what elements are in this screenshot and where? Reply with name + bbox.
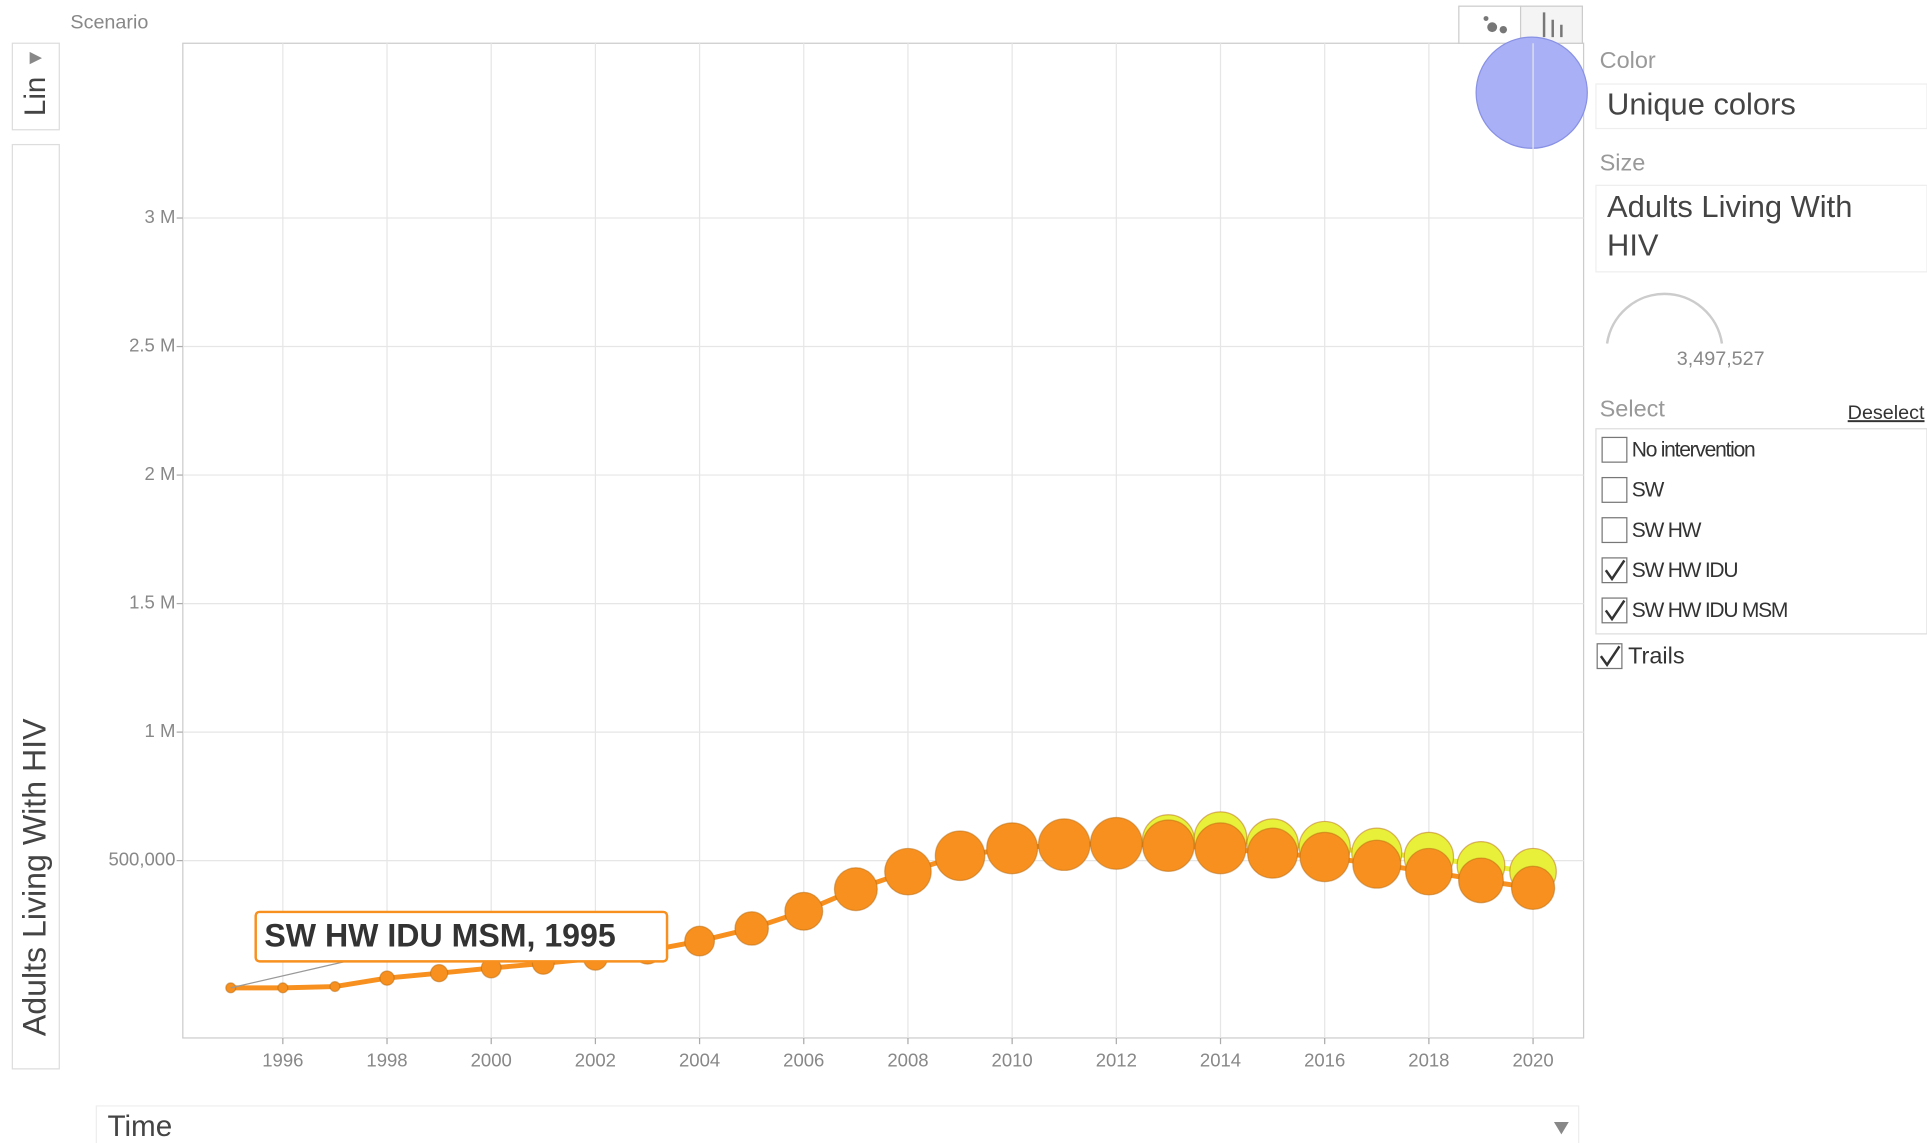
bubble <box>429 964 449 983</box>
bubble <box>277 982 289 994</box>
check-mark <box>1604 559 1626 582</box>
color-value: Unique colors <box>1607 86 1796 121</box>
size-select[interactable] <box>1595 184 1927 273</box>
bubble <box>1458 857 1504 904</box>
select-item[interactable]: SW <box>1632 479 1666 502</box>
annotation: SW HW IDU MSM, 1995 <box>264 917 615 953</box>
x-tick-label: 2004 <box>679 1049 720 1070</box>
size-hover-bubble <box>1475 36 1588 149</box>
x-tick-label: 2014 <box>1200 1049 1241 1070</box>
trails-label[interactable]: Trails <box>1628 643 1684 669</box>
checkbox[interactable] <box>1601 436 1628 463</box>
y-tick-label: 3 M <box>145 206 176 227</box>
select-item[interactable]: SW HW IDU MSM <box>1632 599 1789 622</box>
bubble <box>934 830 986 882</box>
x-axis-label: Time <box>107 1110 172 1143</box>
x-tick-label: 2016 <box>1304 1049 1345 1070</box>
y-tick-label: 2.5 M <box>129 334 175 355</box>
select-item[interactable]: SW HW IDU <box>1632 559 1739 582</box>
bubble <box>1037 818 1091 872</box>
bubble <box>1352 839 1402 889</box>
x-tick-label: 2008 <box>887 1049 928 1070</box>
bubble <box>379 970 395 986</box>
x-tick-label: 2002 <box>575 1049 616 1070</box>
x-tick-label: 1998 <box>366 1049 407 1070</box>
size-value: Adults Living With <box>1607 189 1852 224</box>
controls: Color Unique colors Size Adults Living W… <box>1595 47 1927 635</box>
select-item[interactable]: No intervention <box>1632 439 1756 462</box>
bubble <box>1247 827 1299 879</box>
select-list <box>1595 428 1927 635</box>
plot-area <box>182 42 1585 1039</box>
x-tick-label: 2012 <box>1096 1049 1137 1070</box>
x-tick-label: 2006 <box>783 1049 824 1070</box>
checkbox[interactable] <box>1601 517 1628 544</box>
bubble <box>329 981 341 993</box>
scenario-label: Scenario <box>70 12 148 34</box>
bubble <box>1089 816 1143 870</box>
bubble <box>833 867 878 912</box>
x-tick-label: 2010 <box>992 1049 1033 1070</box>
bubble <box>1194 822 1247 875</box>
size-value: HIV <box>1607 227 1659 262</box>
bubble <box>684 925 716 957</box>
bubble <box>986 822 1039 875</box>
y-axis-label: Adults Living With HIV <box>17 718 53 1036</box>
x-tick-label: 2000 <box>471 1049 512 1070</box>
bubble <box>1405 847 1453 896</box>
annotation-leader <box>230 960 347 989</box>
size-label: Size <box>1600 150 1646 176</box>
size-max: 3,497,527 <box>1677 348 1765 370</box>
x-tick-label: 2020 <box>1512 1049 1553 1070</box>
color-select[interactable] <box>1595 83 1927 130</box>
deselect-link[interactable]: Deselect <box>1848 402 1925 424</box>
annotation-box <box>254 910 669 963</box>
bubble <box>784 891 824 931</box>
color-label: Color <box>1600 47 1656 73</box>
checkbox[interactable] <box>1601 476 1628 503</box>
y-tick-label: 1 M <box>145 720 176 741</box>
bubble <box>734 911 769 946</box>
bubble <box>1142 819 1195 872</box>
select-item[interactable]: SW HW <box>1632 519 1703 542</box>
bubble <box>884 847 932 896</box>
bubble <box>1510 865 1556 911</box>
select-label: Select <box>1600 395 1666 421</box>
y-axis-selector[interactable] <box>11 143 60 1070</box>
scale-toggle-label: Lin <box>19 77 52 117</box>
y-tick-label: 500,000 <box>108 849 175 870</box>
x-tick-label: 1996 <box>262 1049 303 1070</box>
bubble <box>1299 831 1350 883</box>
check-mark <box>1604 599 1626 622</box>
y-tick-label: 1.5 M <box>129 591 175 612</box>
x-axis-selector[interactable] <box>95 1105 1580 1143</box>
y-tick-label: 2 M <box>145 463 176 484</box>
check-mark <box>1599 645 1621 667</box>
x-tick-label: 2018 <box>1408 1049 1449 1070</box>
